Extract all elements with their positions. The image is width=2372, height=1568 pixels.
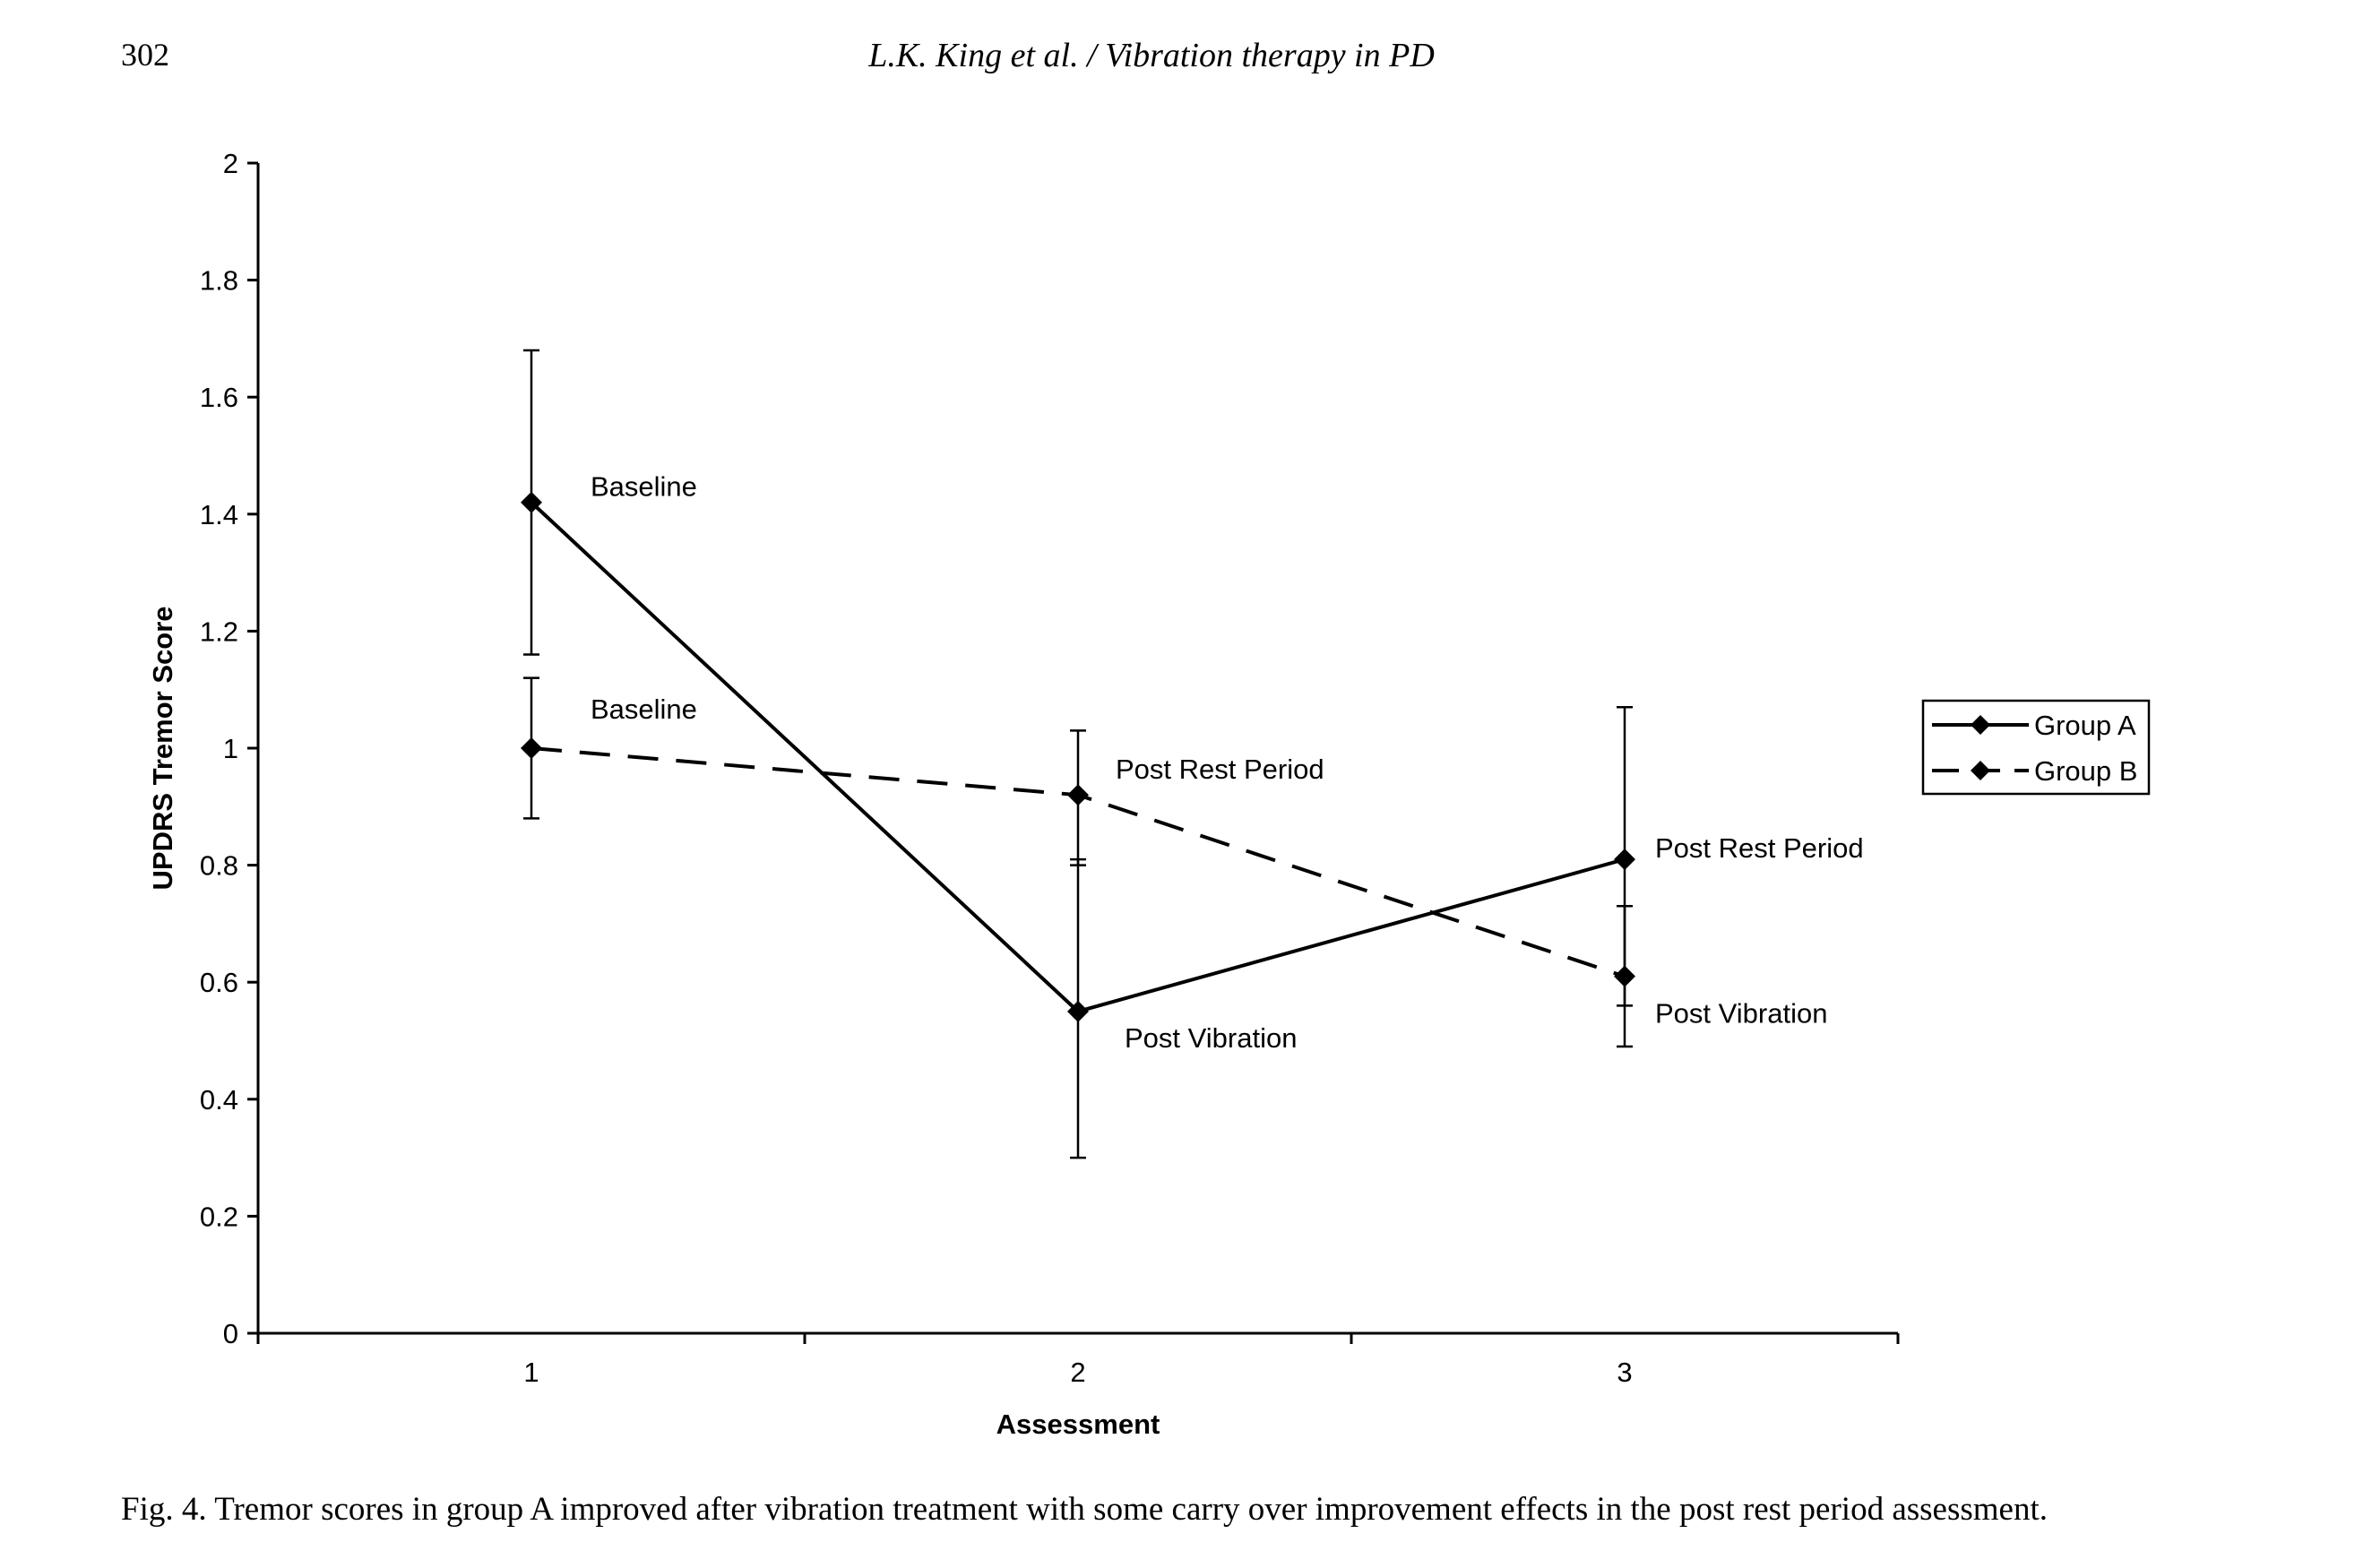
- x-tick-label: 3: [1617, 1357, 1632, 1388]
- chart-legend: Group A Group B: [1921, 699, 2151, 796]
- data-point: [1067, 1000, 1089, 1022]
- point-label: Post Rest Period: [1116, 754, 1324, 785]
- x-tick-label: 1: [523, 1357, 539, 1388]
- legend-swatch-marker: [1971, 715, 1990, 735]
- y-tick-label: 1.8: [200, 265, 238, 297]
- x-axis-title: Assessment: [996, 1409, 1160, 1440]
- point-label: Baseline: [591, 471, 697, 503]
- legend-label: Group A: [2034, 710, 2136, 741]
- y-tick-label: 0.6: [200, 967, 238, 998]
- legend-box: [1921, 699, 2151, 796]
- chart-axes: 0 0.2 0.4 0.6 0.8 1 1.2 1.4 1.6 1.8 2 1 2 3: [200, 148, 1900, 1388]
- page-number: 302: [121, 37, 169, 73]
- chart-series: [521, 349, 1635, 1159]
- legend-label: Group B: [2034, 755, 2137, 787]
- data-point: [1067, 784, 1089, 806]
- y-tick-label: 1.6: [200, 382, 238, 413]
- data-point: [1614, 965, 1635, 987]
- figure-caption: Fig. 4. Tremor scores in group A improve…: [121, 1491, 2048, 1528]
- y-tick-label: 0.2: [200, 1201, 238, 1232]
- x-tick-label: 2: [1070, 1357, 1085, 1388]
- y-tick-label: 2: [223, 148, 238, 179]
- y-tick-label: 0.4: [200, 1084, 238, 1116]
- y-tick-label: 1.2: [200, 616, 238, 647]
- y-tick-label: 1.4: [200, 499, 238, 530]
- data-point: [1614, 849, 1635, 871]
- legend-swatch-marker: [1971, 761, 1990, 780]
- y-axis-title: UPDRS Tremor Score: [147, 607, 178, 891]
- y-tick-label: 1: [223, 733, 238, 764]
- data-point: [521, 737, 542, 759]
- data-point: [521, 491, 542, 513]
- point-label: Post Vibration: [1655, 998, 1827, 1030]
- chart-point-labels: Baseline Post Vibration Post Rest Period Ba…: [591, 471, 1864, 1054]
- point-label: Post Rest Period: [1655, 832, 1864, 864]
- point-label: Baseline: [591, 694, 697, 725]
- point-label: Post Vibration: [1125, 1022, 1297, 1054]
- running-header: L.K. King et al. / Vibration therapy in …: [868, 37, 1435, 74]
- y-tick-label: 0.8: [200, 850, 238, 882]
- y-tick-label: 0: [223, 1318, 238, 1349]
